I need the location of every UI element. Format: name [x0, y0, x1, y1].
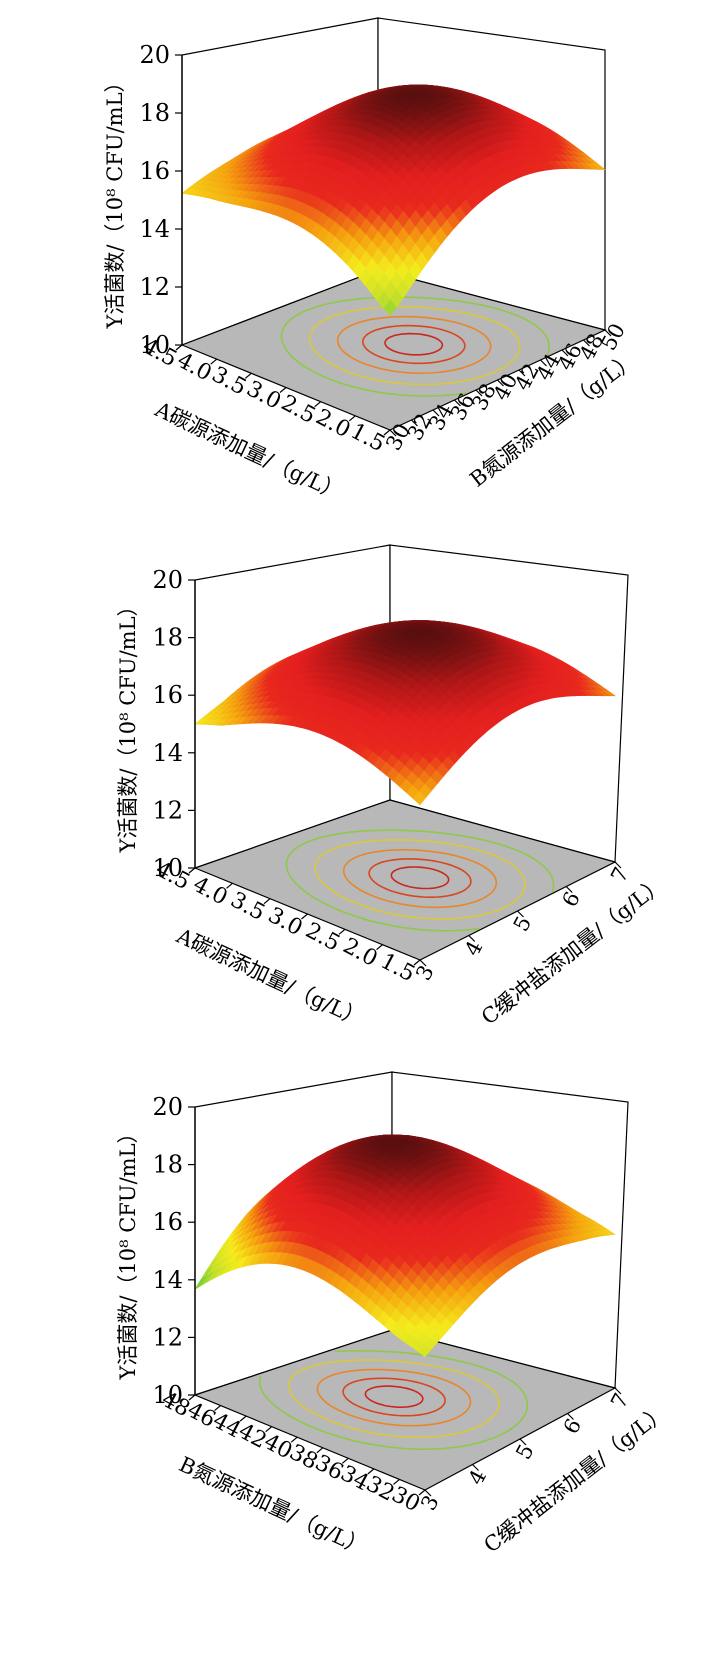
z-tick-label: 16	[152, 681, 183, 709]
z-axis-label: Y活菌数/（10⁸ CFU/mL）	[116, 1122, 140, 1380]
z-tick-label: 14	[139, 215, 170, 243]
z-tick-label: 20	[139, 41, 170, 69]
z-tick-label: 18	[152, 1151, 183, 1179]
z-axis-label: Y活菌数/（10⁸ CFU/mL）	[103, 71, 127, 329]
z-tick-label: 14	[152, 1266, 183, 1294]
z-tick-label: 20	[152, 566, 183, 594]
z-tick-label: 14	[152, 739, 183, 767]
z-tick-label: 16	[152, 1208, 183, 1236]
z-axis-label: Y活菌数/（10⁸ CFU/mL）	[116, 595, 140, 853]
z-tick-label: 12	[139, 273, 170, 301]
x-axis-label: A碳源添加量/（g/L）	[151, 397, 347, 505]
z-tick-label: 16	[139, 157, 170, 185]
z-tick-label: 20	[152, 1093, 183, 1121]
z-tick-label: 18	[152, 624, 183, 652]
z-tick-label: 18	[139, 99, 170, 127]
z-tick-label: 12	[152, 1323, 183, 1351]
z-tick-label: 12	[152, 796, 183, 824]
